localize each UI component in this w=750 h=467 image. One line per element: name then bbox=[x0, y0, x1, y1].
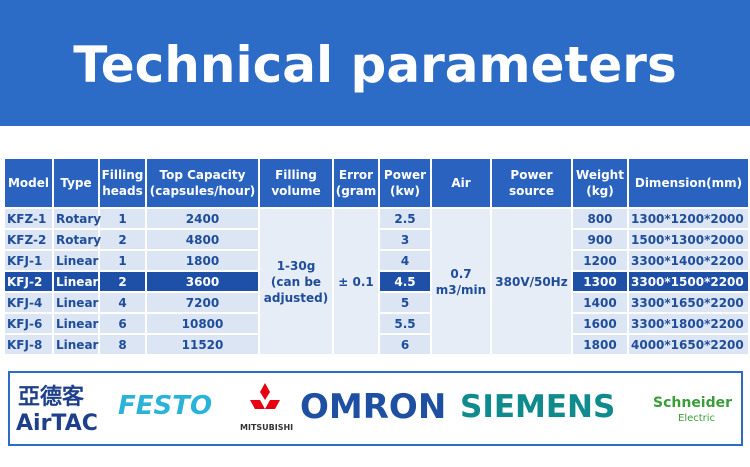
power-source-text: 380V/50Hz bbox=[495, 274, 568, 289]
table-cell: 1400 bbox=[571, 291, 629, 314]
table-cell: 2 bbox=[98, 270, 147, 293]
table-cell: KFJ-8 bbox=[3, 333, 54, 356]
table-cell: KFJ-1 bbox=[3, 249, 54, 272]
spec-table: Model Type Filling heads Top Capacity (caps… bbox=[3, 157, 750, 356]
table-cell: 1500*1300*2000 bbox=[627, 228, 750, 251]
table-cell: 1800 bbox=[571, 333, 629, 356]
header-cell: Error (gram bbox=[332, 157, 380, 209]
table-cell: 800 bbox=[571, 207, 629, 230]
table-cell: KFJ-2 bbox=[3, 270, 54, 293]
table-cell: 4 bbox=[378, 249, 432, 272]
table-row: KFJ-4 Linear 4 7200 5 1400 3300*1650*2200 bbox=[3, 291, 750, 314]
table-cell: 6 bbox=[98, 312, 147, 335]
header-cell: Weight (kg) bbox=[571, 157, 629, 209]
header-cell: Top Capacity (capsules/hour) bbox=[145, 157, 260, 209]
header-cell: Power source bbox=[490, 157, 573, 209]
air-line: 0.7 bbox=[450, 266, 472, 281]
filling-volume: 1-30g (can be adjusted) bbox=[258, 207, 334, 356]
table-cell: Linear bbox=[52, 312, 100, 335]
table-cell: Linear bbox=[52, 333, 100, 356]
power-source: 380V/50Hz bbox=[490, 207, 573, 356]
air-line: m3/min bbox=[435, 282, 487, 297]
error: ± 0.1 bbox=[332, 207, 380, 356]
table-cell: 1 bbox=[98, 249, 147, 272]
header-band bbox=[0, 0, 750, 126]
table-cell: Linear bbox=[52, 270, 100, 293]
table-row: KFJ-6 Linear 6 10800 5.5 1600 3300*1800*2200 bbox=[3, 312, 750, 335]
table-cell: KFJ-4 bbox=[3, 291, 54, 314]
table-cell: 2 bbox=[98, 228, 147, 251]
table-cell: 2400 bbox=[145, 207, 260, 230]
mitsubishi-icon bbox=[250, 383, 280, 409]
table-cell: 5.5 bbox=[378, 312, 432, 335]
filling-volume-line: adjusted) bbox=[263, 290, 329, 305]
table-row: KFJ-2 Linear 2 3600 4.5 1300 3300*1500*2200 bbox=[3, 270, 750, 293]
table-cell: Rotary bbox=[52, 207, 101, 230]
table-cell: Linear bbox=[52, 249, 100, 272]
table-cell: 3600 bbox=[145, 270, 260, 293]
table-cell: 8 bbox=[98, 333, 147, 356]
table-cell: 10800 bbox=[145, 312, 260, 335]
logo: OMRON bbox=[300, 387, 447, 427]
table-cell: 1200 bbox=[571, 249, 629, 272]
logo: Schneider bbox=[653, 395, 733, 411]
table-cell: 4800 bbox=[145, 228, 260, 251]
logo: AirTAC bbox=[16, 411, 98, 436]
table-cell: 3300*1650*2200 bbox=[627, 291, 750, 314]
table-cell: 1800 bbox=[145, 249, 260, 272]
filling-volume-line: 1-30g bbox=[276, 258, 316, 273]
table-cell: 1300 bbox=[571, 270, 629, 293]
header-cell: Air bbox=[430, 157, 492, 209]
filling-volume-line: (can be bbox=[270, 274, 322, 289]
logo: 亞德客 bbox=[18, 385, 85, 410]
logo: Electric bbox=[678, 413, 716, 424]
air: 0.7 m3/min bbox=[430, 207, 492, 356]
table-cell: 1 bbox=[98, 207, 147, 230]
table-cell: 5 bbox=[378, 291, 432, 314]
header-cell: Power (kw) bbox=[378, 157, 432, 209]
table-cell: KFJ-6 bbox=[3, 312, 54, 335]
table-row: KFZ-2 Rotary 2 4800 3 900 1500*1300*2000 bbox=[3, 228, 750, 251]
table-cell: 1300*1200*2000 bbox=[627, 207, 750, 230]
logo: SIEMENS bbox=[460, 389, 616, 425]
header-cell: Model bbox=[3, 157, 54, 209]
table-cell: Rotary bbox=[52, 228, 101, 251]
error-text: ± 0.1 bbox=[338, 274, 374, 289]
table-cell: KFZ-1 bbox=[3, 207, 54, 230]
table-cell: 11520 bbox=[145, 333, 260, 356]
table-cell: 3300*1500*2200 bbox=[627, 270, 750, 293]
table-cell: 6 bbox=[378, 333, 432, 356]
table-row: KFZ-1 Rotary 1 2400 1-30g (can be adjusted) ± 0… bbox=[3, 207, 750, 356]
table-cell: KFZ-2 bbox=[3, 228, 54, 251]
table-cell: 900 bbox=[571, 228, 629, 251]
table-cell: 4 bbox=[98, 291, 147, 314]
header-cell: Filling heads bbox=[98, 157, 147, 209]
table-cell: 4000*1650*2200 bbox=[627, 333, 750, 356]
logo: FESTO bbox=[118, 391, 213, 421]
table-cell: 1600 bbox=[571, 312, 629, 335]
table-cell: 4.5 bbox=[378, 270, 432, 293]
table-cell: 3 bbox=[378, 228, 432, 251]
title: Technical parameters bbox=[73, 36, 677, 94]
table-cell: 7200 bbox=[145, 291, 260, 314]
table-cell: 3300*1400*2200 bbox=[627, 249, 750, 272]
header-cell: Type bbox=[52, 157, 100, 209]
header-row: Model Type Filling heads Top Capacity (caps… bbox=[3, 157, 750, 209]
table-cell: Linear bbox=[52, 291, 100, 314]
table-row: KFJ-1 Linear 1 1800 4 1200 3300*1400*2200 bbox=[3, 249, 750, 272]
brand-panel: 亞德客 AirTAC FESTO MITSUBISHI OMRON SIEMEN… bbox=[8, 371, 743, 446]
table-cell: 3300*1800*2200 bbox=[627, 312, 750, 335]
table-row: KFJ-8 Linear 8 11520 6 1800 4000*1650*2200 bbox=[3, 333, 750, 356]
table-cell: 2.5 bbox=[378, 207, 432, 230]
logo: MITSUBISHI bbox=[240, 423, 294, 432]
header-cell: Dimension(mm) bbox=[627, 157, 750, 209]
header-cell: Filling volume bbox=[258, 157, 334, 209]
